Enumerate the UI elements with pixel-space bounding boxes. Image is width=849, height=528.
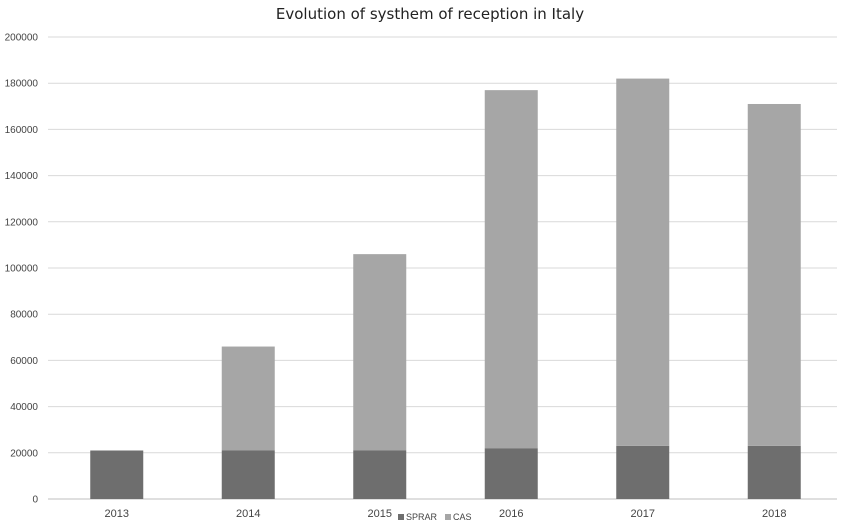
y-tick-label: 140000 — [5, 171, 39, 182]
legend-swatch-cas — [445, 514, 451, 520]
x-tick-label: 2013 — [105, 508, 129, 520]
y-tick-label: 120000 — [5, 217, 39, 228]
bar-cas-2017 — [616, 78, 670, 446]
y-tick-label: 100000 — [5, 264, 39, 275]
y-tick-label: 80000 — [10, 310, 38, 321]
y-tick-label: 180000 — [5, 79, 39, 90]
y-tick-label: 20000 — [10, 448, 38, 459]
bar-sprar-2014 — [221, 450, 275, 499]
legend: SPRAR CAS — [398, 512, 472, 522]
bar-sprar-2013 — [90, 450, 144, 499]
x-tick-label: 2018 — [762, 508, 786, 520]
y-tick-label: 0 — [32, 495, 38, 506]
y-tick-label: 40000 — [10, 402, 38, 413]
bar-cas-2016 — [484, 90, 538, 449]
y-tick-label: 160000 — [5, 125, 39, 136]
y-tick-label: 60000 — [10, 356, 38, 367]
x-tick-label: 2017 — [631, 508, 655, 520]
bar-sprar-2016 — [484, 448, 538, 499]
bars — [90, 78, 801, 499]
x-tick-label: 2014 — [236, 508, 260, 520]
bar-cas-2014 — [221, 346, 275, 451]
x-tick-label: 2016 — [499, 508, 523, 520]
chart-title: Evolution of systhem of reception in Ita… — [276, 5, 584, 23]
y-axis-tick-labels: 0 20000 40000 60000 80000 100000 120000 140000 1… — [5, 33, 39, 506]
gridlines — [48, 36, 837, 500]
legend-swatch-sprar — [398, 514, 404, 520]
bar-sprar-2017 — [616, 445, 670, 499]
y-tick-label: 200000 — [5, 33, 39, 44]
legend-label-cas: CAS — [453, 512, 472, 522]
bar-sprar-2018 — [747, 445, 801, 499]
bar-sprar-2015 — [353, 450, 407, 499]
bar-cas-2018 — [747, 103, 801, 446]
bar-cas-2015 — [353, 254, 407, 451]
legend-label-sprar: SPRAR — [406, 512, 438, 522]
x-axis-category-labels: 2013 2014 2015 2016 2017 2018 — [105, 508, 787, 520]
x-tick-label: 2015 — [368, 508, 392, 520]
